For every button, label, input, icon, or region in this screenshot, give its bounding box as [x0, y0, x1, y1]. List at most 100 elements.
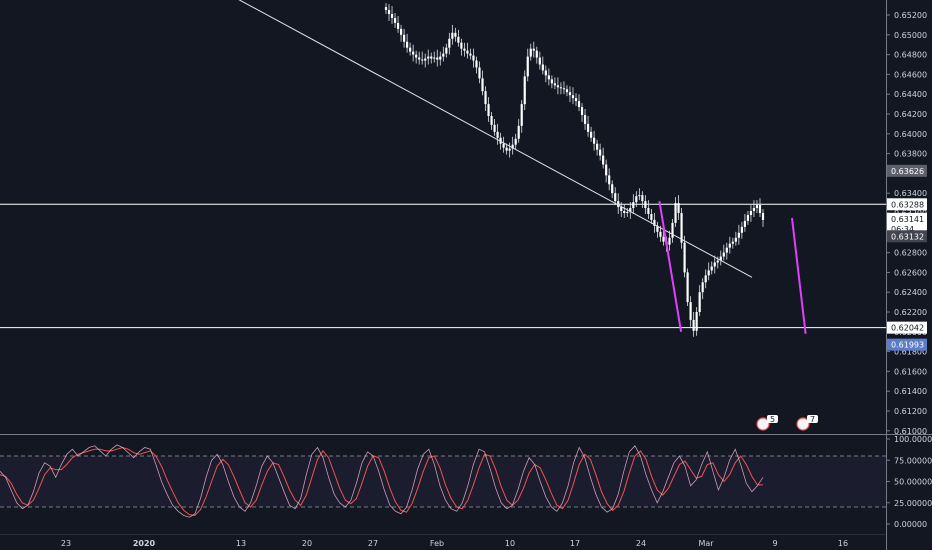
candle-body: [466, 50, 469, 54]
price-tick-label: 0.64000: [894, 130, 927, 139]
candle-body: [746, 214, 750, 221]
candle-body: [659, 231, 662, 237]
candle-body: [608, 175, 611, 185]
osc-tick-label: 100.00000: [894, 435, 932, 444]
candle-body: [472, 55, 475, 61]
candle-body: [689, 302, 692, 320]
osc-tick-label: 0.00000: [894, 520, 927, 529]
event-badge-count-bg: [767, 415, 778, 423]
candle-body: [544, 70, 547, 76]
candle-body: [451, 32, 454, 39]
candle-body: [731, 241, 734, 244]
candle-body: [433, 57, 436, 59]
candle-body: [496, 131, 499, 138]
price-axis-label: 0.62042: [891, 324, 924, 333]
candle-body: [487, 104, 490, 116]
oscillator-pane[interactable]: [0, 444, 886, 518]
candle-body: [758, 205, 762, 213]
candle-body: [454, 32, 457, 37]
candle-body: [415, 54, 418, 58]
time-tick-label: 24: [636, 539, 646, 548]
price-tick-label: 0.61200: [894, 407, 927, 416]
candle-body: [698, 292, 701, 312]
event-badge-count: 7: [810, 415, 815, 424]
candle-body: [442, 53, 445, 57]
candle-body: [752, 208, 756, 212]
price-tick-label: 0.64800: [894, 51, 927, 60]
time-tick-label: Feb: [430, 539, 444, 548]
candle-body: [418, 57, 421, 60]
candle-body: [671, 222, 674, 238]
candle-body: [589, 131, 593, 138]
candle-body: [686, 272, 689, 303]
price-tick-label: 0.62200: [894, 308, 927, 317]
candle-body: [644, 201, 647, 209]
event-badge-icon: [796, 417, 810, 431]
price-axis-label: 0.63132: [891, 232, 924, 241]
price-tick-label: 0.62400: [894, 288, 927, 297]
candle-body: [448, 38, 451, 48]
candle-body: [396, 22, 400, 29]
price-tick-label: 0.65000: [894, 31, 927, 40]
event-badge-icon: [756, 417, 770, 431]
price-axis-label-bg: [887, 164, 927, 177]
candle-body: [650, 213, 653, 220]
candle-body: [583, 114, 587, 124]
price-axis-label-bg: [887, 338, 927, 351]
candle-body: [553, 83, 556, 86]
candle-body: [390, 14, 394, 18]
candle-body: [623, 211, 626, 213]
event-badge-count-bg: [807, 415, 818, 423]
candle-body: [707, 270, 710, 276]
price-tick-label: 0.64200: [894, 110, 927, 119]
candle-body: [445, 47, 448, 54]
candle-body: [755, 205, 759, 209]
candle-body: [638, 195, 641, 197]
candle-body: [725, 247, 728, 253]
candle-body: [680, 213, 683, 243]
time-tick-label: 27: [368, 539, 378, 548]
candle-body: [430, 56, 433, 59]
candle-body: [481, 78, 484, 92]
price-tick-label: 0.61000: [894, 427, 927, 436]
candle-body: [538, 57, 541, 65]
candle-body: [427, 56, 430, 59]
price-axis-label: 0.63141: [891, 215, 924, 224]
candle-body: [716, 260, 719, 263]
price-axis-label-bg: [887, 212, 927, 225]
candle-body: [424, 58, 427, 61]
price-axis-label: 0.61993: [891, 341, 924, 350]
price-tick-label: 0.64400: [894, 90, 927, 99]
price-tick-label: 0.65200: [894, 11, 927, 20]
price-tick-label: 0.61400: [894, 387, 927, 396]
candle-body: [526, 56, 529, 77]
candle-body: [535, 50, 538, 58]
time-tick-label: 17: [570, 539, 580, 548]
candle-body: [647, 208, 650, 214]
price-axis-label: 06:34: [891, 225, 914, 234]
candle-body: [614, 193, 617, 202]
candle-body: [710, 266, 713, 271]
candle-body: [399, 28, 403, 35]
candle-body: [617, 201, 620, 208]
candle-body: [586, 123, 590, 132]
event-badge: 7: [796, 415, 818, 431]
time-tick-label: 16: [838, 539, 848, 548]
candle-body: [605, 164, 608, 176]
candle-body: [641, 195, 644, 202]
candle-body: [547, 75, 550, 80]
candle-body: [541, 64, 544, 71]
candle-body: [406, 41, 409, 48]
candle-body: [439, 56, 442, 60]
price-tick-label: 0.64600: [894, 70, 927, 79]
candle-body: [568, 92, 572, 96]
candle-body: [469, 53, 472, 56]
candle-body: [556, 85, 560, 88]
candle-body: [626, 212, 629, 214]
candle-body: [505, 147, 508, 151]
time-tick-label: 20: [302, 539, 312, 548]
